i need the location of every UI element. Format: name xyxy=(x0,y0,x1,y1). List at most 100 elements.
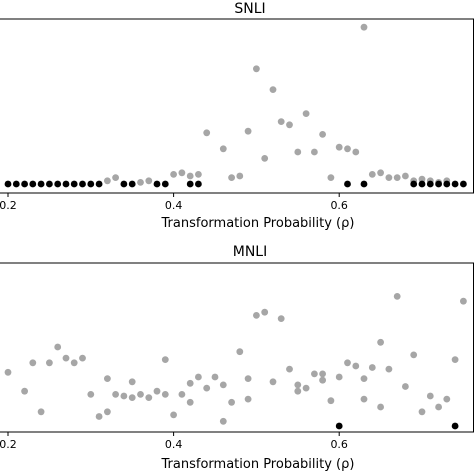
data-point-gray xyxy=(377,338,384,346)
data-point-gray xyxy=(352,362,360,370)
data-point-black xyxy=(161,180,169,188)
data-point-black xyxy=(426,180,434,188)
data-point-gray xyxy=(311,148,318,156)
data-point-gray xyxy=(186,379,194,387)
data-point-black xyxy=(37,180,45,188)
data-point-black xyxy=(12,180,20,188)
data-point-black xyxy=(335,422,343,430)
data-point-gray xyxy=(393,293,401,300)
data-point-gray xyxy=(360,395,368,403)
data-point-gray xyxy=(302,384,310,392)
data-point-gray xyxy=(360,375,368,382)
data-point-gray xyxy=(377,169,384,177)
data-point-gray xyxy=(112,391,119,398)
data-point-gray xyxy=(269,86,277,93)
data-point-gray xyxy=(385,174,393,182)
data-point-black xyxy=(443,180,451,188)
data-point-black xyxy=(418,180,426,188)
data-point-gray xyxy=(253,312,260,319)
data-point-gray xyxy=(79,354,86,362)
data-point-gray xyxy=(4,368,12,376)
snli-panel: SNLI 0.2 0.4 0.6 Transformation Probabilit… xyxy=(0,1,474,231)
data-point-gray xyxy=(219,145,227,153)
data-point-black xyxy=(435,180,442,188)
data-point-gray xyxy=(228,398,236,406)
data-point-black xyxy=(410,180,418,188)
data-point-gray xyxy=(261,155,269,162)
data-point-gray xyxy=(294,381,302,389)
data-point-gray xyxy=(236,348,244,356)
data-point-black xyxy=(46,180,53,188)
data-point-gray xyxy=(327,397,335,405)
data-point-gray xyxy=(327,174,335,182)
data-point-gray xyxy=(335,373,343,381)
data-point-gray xyxy=(277,118,285,125)
data-point-gray xyxy=(186,172,194,180)
data-point-gray xyxy=(368,171,376,178)
data-point-gray xyxy=(195,373,202,381)
data-point-gray xyxy=(112,174,119,182)
data-point-gray xyxy=(244,395,252,403)
data-point-gray xyxy=(360,23,368,31)
data-point-gray xyxy=(344,145,351,153)
snli-x-axis-label: Transformation Probability (ρ) xyxy=(161,216,355,231)
data-point-gray xyxy=(311,370,318,378)
mnli-x-axis-label: Transformation Probability (ρ) xyxy=(161,457,355,472)
data-point-gray xyxy=(228,174,236,182)
data-point-gray xyxy=(319,376,326,384)
data-point-gray xyxy=(418,175,426,183)
data-point-black xyxy=(195,180,202,188)
data-point-black xyxy=(79,180,86,188)
snli-ticks: 0.2 0.4 0.6 xyxy=(0,193,348,212)
data-point-gray xyxy=(319,131,326,138)
data-point-gray xyxy=(319,370,326,378)
mnli-title: MNLI xyxy=(233,244,267,260)
data-point-gray xyxy=(377,403,384,411)
data-point-gray xyxy=(29,359,37,367)
data-point-gray xyxy=(203,384,211,392)
data-point-gray xyxy=(269,378,277,386)
data-point-black xyxy=(451,422,459,430)
data-point-gray xyxy=(286,121,293,129)
data-point-gray xyxy=(435,403,442,411)
data-point-black xyxy=(21,180,28,188)
data-point-black xyxy=(70,180,78,188)
data-point-gray xyxy=(302,110,310,117)
data-point-gray xyxy=(104,375,111,382)
data-point-gray xyxy=(195,171,202,178)
data-point-black xyxy=(29,180,37,188)
mnli-ticks: 0.2 0.4 0.6 xyxy=(0,432,348,451)
x-tick-label: 0.6 xyxy=(330,438,348,451)
data-point-gray xyxy=(219,417,227,425)
data-point-gray xyxy=(54,343,62,351)
data-point-gray xyxy=(335,143,343,151)
x-tick-label: 0.6 xyxy=(330,199,348,212)
data-point-gray xyxy=(161,356,169,363)
data-point-gray xyxy=(62,354,70,362)
data-point-gray xyxy=(344,359,351,367)
data-point-gray xyxy=(451,356,459,363)
data-point-black xyxy=(87,180,95,188)
data-point-black xyxy=(460,180,467,188)
data-point-gray xyxy=(203,129,211,137)
data-point-gray xyxy=(253,65,260,73)
data-point-gray xyxy=(410,351,418,359)
data-point-gray xyxy=(104,408,111,416)
data-point-black xyxy=(62,180,70,188)
data-point-gray xyxy=(186,398,194,406)
data-point-gray xyxy=(128,394,136,401)
mnli-points xyxy=(4,293,467,430)
data-point-gray xyxy=(178,169,186,177)
x-tick-label: 0.4 xyxy=(165,199,183,212)
data-point-gray xyxy=(153,387,161,395)
mnli-panel: MNLI 0.2 0.4 0.6 Transformation Probabilit… xyxy=(0,244,474,472)
data-point-gray xyxy=(95,413,103,420)
data-point-gray xyxy=(294,387,302,395)
data-point-black xyxy=(54,180,62,188)
data-point-black xyxy=(360,180,368,188)
data-point-gray xyxy=(244,375,252,382)
data-point-gray xyxy=(145,394,153,401)
data-point-black xyxy=(451,180,459,188)
data-point-gray xyxy=(393,174,401,182)
